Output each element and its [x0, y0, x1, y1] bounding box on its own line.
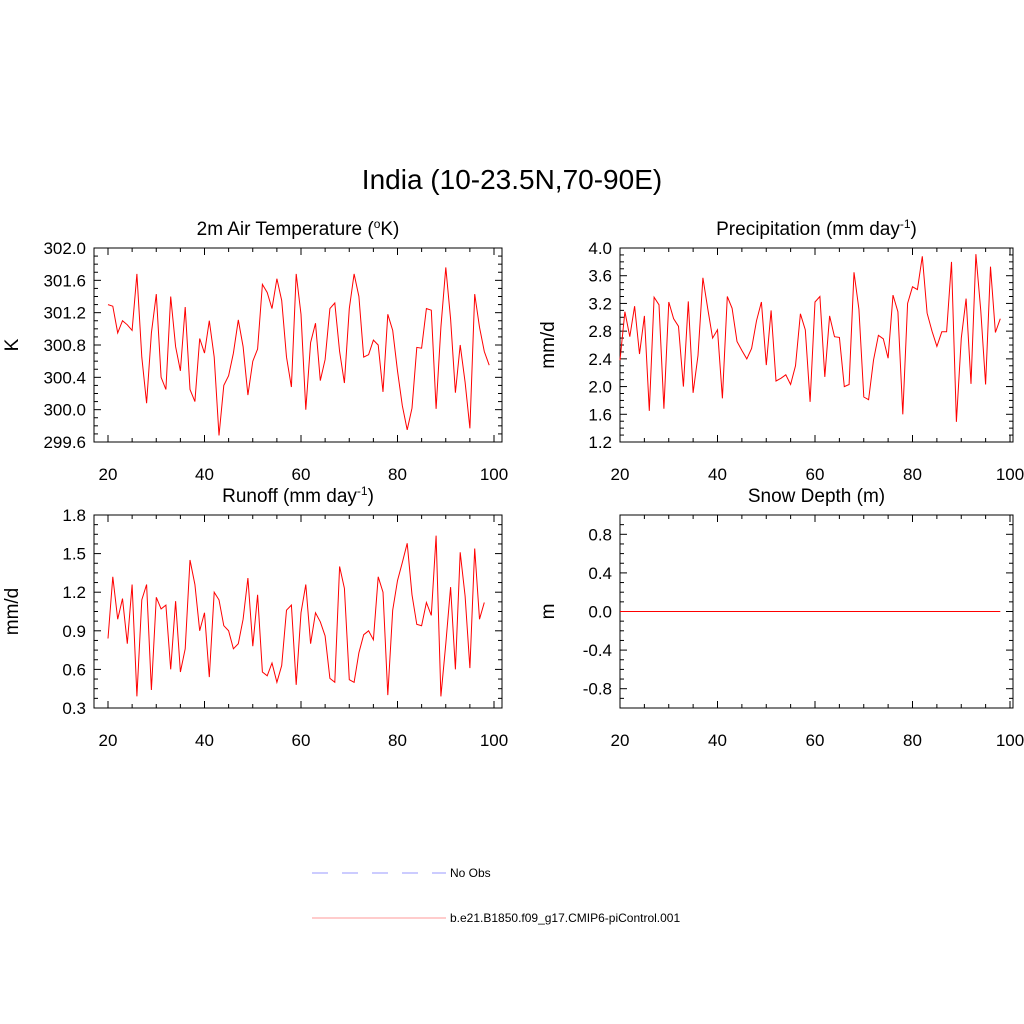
- panel-title-main: Runoff (mm day: [222, 486, 357, 507]
- y-tick-label: 2.8: [588, 322, 612, 341]
- x-tick-label: 80: [388, 465, 407, 484]
- panel-title-superscript: -1: [357, 484, 368, 498]
- panel-title-superscript: -1: [900, 217, 911, 231]
- x-tick-label: 20: [99, 465, 118, 484]
- y-axis-label: mm/d: [2, 588, 23, 636]
- panel-title-suffix: ): [368, 486, 374, 507]
- y-axis-label: mm/d: [538, 321, 559, 369]
- panel-title-suffix: K): [380, 219, 399, 240]
- chart-panel-3: 20 40 60 80 100 0.3 0.6 0.9 1.2 1.5 1.8 mm/d Runoff …: [2, 484, 508, 750]
- x-tick-label: 80: [388, 731, 407, 750]
- y-tick-label: 1.2: [62, 583, 86, 602]
- y-tick-label: 2.0: [588, 378, 612, 397]
- panel-title-main: Snow Depth (m): [748, 486, 885, 507]
- x-tick-label: 40: [195, 731, 214, 750]
- y-axis-label: K: [2, 338, 23, 351]
- x-tick-label: 60: [806, 731, 825, 750]
- panel-title: 2m Air Temperature (oK): [197, 217, 400, 240]
- x-tick-label: 100: [480, 731, 508, 750]
- x-tick-label: 100: [996, 465, 1024, 484]
- y-tick-label: 0.9: [62, 622, 86, 641]
- y-tick-label: 0.6: [62, 660, 86, 679]
- x-tick-label: 20: [99, 731, 118, 750]
- chart-panel-1: 20 40 60 80 100 299.6 300.0 300.4 300.8 301.2 301.…: [2, 217, 508, 484]
- panel-title-main: Precipitation (mm day: [716, 219, 900, 240]
- y-tick-label: -0.4: [583, 641, 612, 660]
- panel-title-superscript: o: [374, 217, 381, 231]
- y-tick-label: 1.6: [588, 405, 612, 424]
- x-tick-label: 20: [611, 465, 630, 484]
- series-line-model: [107, 535, 485, 697]
- y-tick-label: 3.2: [588, 294, 612, 313]
- x-tick-label: 80: [903, 465, 922, 484]
- legend-label-1: No Obs: [450, 866, 491, 880]
- y-tick-label: 3.6: [588, 267, 612, 286]
- y-tick-label: 1.5: [62, 545, 86, 564]
- x-tick-label: 40: [708, 465, 727, 484]
- y-tick-label: 300.4: [43, 368, 86, 387]
- y-tick-label: 2.4: [588, 350, 612, 369]
- x-tick-label: 40: [195, 465, 214, 484]
- x-tick-label: 60: [292, 731, 311, 750]
- y-tick-label: 302.0: [43, 239, 86, 258]
- y-tick-label: 0.0: [588, 603, 612, 622]
- y-tick-label: 4.0: [588, 239, 612, 258]
- y-axis-label: m: [538, 604, 559, 620]
- panel-title-suffix: ): [911, 219, 917, 240]
- y-tick-label: 1.2: [588, 433, 612, 452]
- y-tick-label: 1.8: [62, 506, 86, 525]
- panel-title-main: 2m Air Temperature (: [197, 219, 375, 240]
- panel-title: Snow Depth (m): [748, 486, 885, 507]
- y-tick-label: 299.6: [43, 433, 86, 452]
- x-tick-label: 20: [611, 731, 630, 750]
- x-tick-label: 100: [996, 731, 1024, 750]
- y-tick-label: 301.6: [43, 271, 86, 290]
- x-tick-label: 60: [292, 465, 311, 484]
- plot-frame: [93, 247, 503, 443]
- chart-panel-4: 20 40 60 80 100 -0.8 -0.4 0.0 0.4 0.8 m Snow Depth …: [538, 486, 1024, 750]
- y-tick-label: 300.0: [43, 401, 86, 420]
- y-tick-label: -0.8: [583, 680, 612, 699]
- y-tick-label: 300.8: [43, 336, 86, 355]
- panel-title: Runoff (mm day-1): [222, 484, 374, 507]
- y-tick-label: 0.3: [62, 699, 86, 718]
- figure-title: India (10-23.5N,70-90E): [361, 164, 663, 195]
- x-tick-label: 100: [480, 465, 508, 484]
- legend-label-2: b.e21.B1850.f09_g17.CMIP6-piControl.001: [450, 911, 680, 925]
- x-tick-label: 80: [903, 731, 922, 750]
- chart-panel-2: 20 40 60 80 100 1.2 1.6 2.0 2.4 2.8 3.2 3.6 4.0 mm/d P…: [538, 217, 1024, 484]
- y-tick-label: 301.2: [43, 304, 86, 323]
- y-tick-label: 0.4: [588, 564, 612, 583]
- legend: No Obs b.e21.B1850.f09_g17.CMIP6-piContro…: [312, 866, 680, 925]
- series-line-model: [107, 267, 490, 436]
- panel-title: Precipitation (mm day-1): [716, 217, 917, 240]
- series-line-model: [619, 254, 1001, 422]
- x-tick-label: 40: [708, 731, 727, 750]
- y-tick-label: 0.8: [588, 525, 612, 544]
- x-tick-label: 60: [806, 465, 825, 484]
